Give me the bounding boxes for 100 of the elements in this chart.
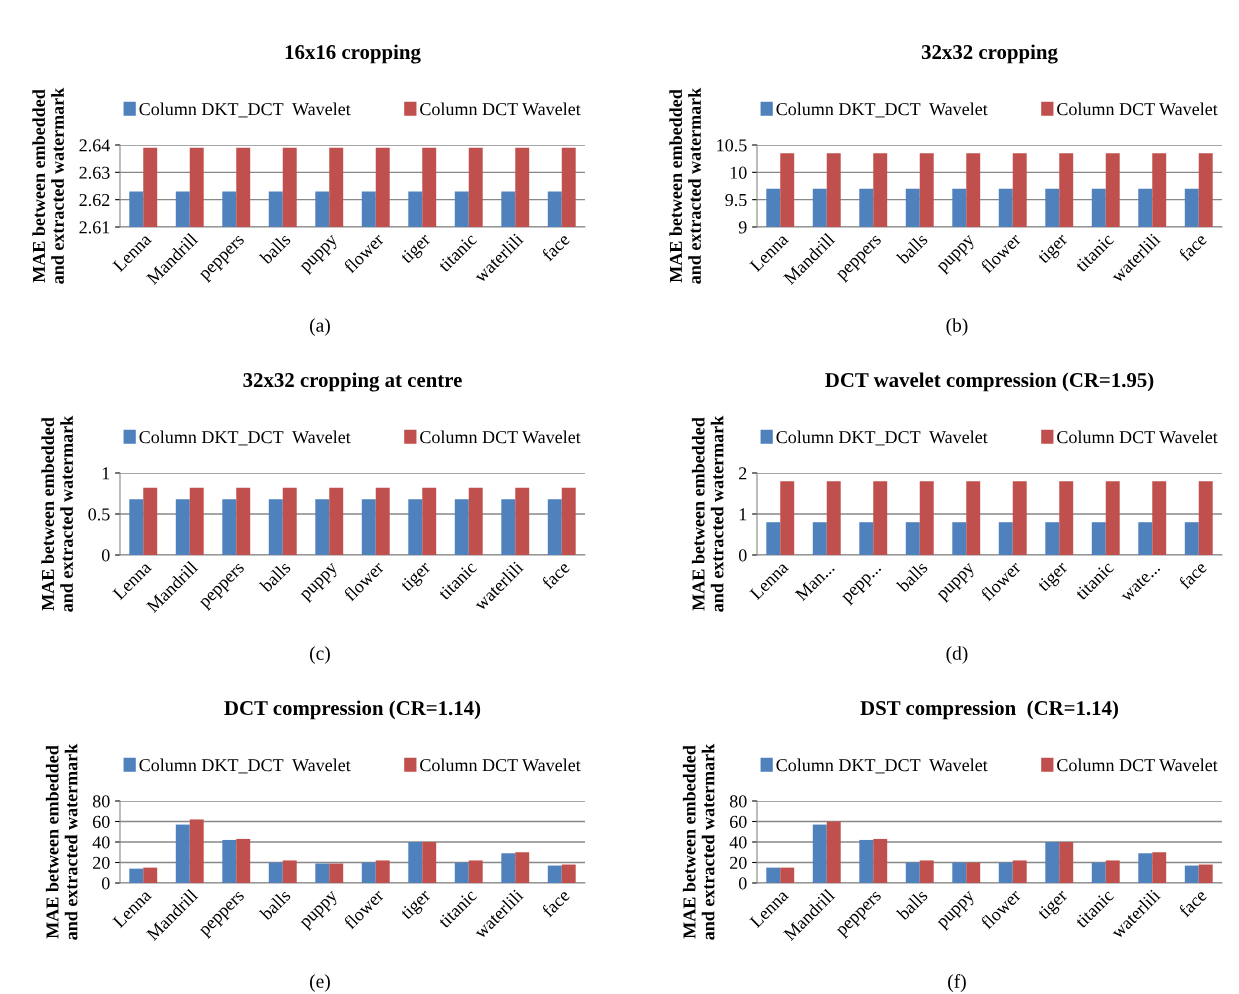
bar bbox=[1198, 864, 1213, 883]
y-tick-label: 2.62 bbox=[79, 193, 110, 207]
x-tick-label: tiger bbox=[1036, 560, 1071, 595]
bar bbox=[1045, 842, 1060, 883]
x-tick-label: balls bbox=[258, 560, 292, 593]
bar bbox=[1105, 860, 1120, 883]
legend-label: Column DCT Wavelet bbox=[420, 758, 581, 772]
y-axis-title: MAE between embedded and extracted watermark bbox=[32, 87, 64, 284]
bar bbox=[952, 862, 967, 883]
y-tick-label: 0 bbox=[738, 877, 747, 890]
y-tick-label: 80 bbox=[729, 795, 747, 808]
y-axis-title: MAE between embedded and extracted watermark bbox=[682, 743, 715, 940]
bar bbox=[766, 867, 781, 883]
legend-label: Column DKT_DCT Wavelet bbox=[139, 430, 351, 446]
x-tick-label: tiger bbox=[1036, 888, 1071, 923]
y-tick-label: 2.63 bbox=[79, 166, 110, 179]
y-tick-label: 2 bbox=[739, 467, 747, 480]
bar bbox=[1012, 860, 1027, 883]
legend-label: Column DCT Wavelet bbox=[420, 430, 581, 444]
bar bbox=[129, 868, 144, 883]
text: (f) bbox=[948, 974, 966, 992]
y-tick-label: 60 bbox=[730, 815, 747, 828]
y-tick-label: 60 bbox=[93, 815, 110, 828]
x-tick-label: balls bbox=[895, 232, 929, 265]
bar bbox=[1184, 865, 1199, 883]
chart-title: 32x32 cropping at centre bbox=[243, 372, 462, 392]
y-tick-label: 2.61 bbox=[79, 221, 110, 234]
bar bbox=[515, 852, 530, 883]
y-tick-label: 9 bbox=[738, 221, 747, 234]
y-tick-label: 2.64 bbox=[79, 139, 110, 152]
chart-title: DCT wavelet compression (CR=1.95) bbox=[825, 372, 1154, 392]
bar bbox=[561, 864, 576, 883]
text: (b) bbox=[946, 318, 968, 336]
y-tick-label: 0 bbox=[738, 549, 747, 562]
bar bbox=[859, 839, 874, 883]
legend-label: Column DCT Wavelet bbox=[1057, 430, 1218, 444]
bar bbox=[468, 860, 483, 883]
text: (d) bbox=[946, 646, 968, 664]
bar bbox=[1138, 853, 1153, 883]
bar bbox=[329, 863, 344, 883]
text: (a) bbox=[310, 318, 330, 336]
legend-label: Column DKT_DCT Wavelet bbox=[776, 102, 988, 118]
bar bbox=[1152, 852, 1167, 883]
bar bbox=[236, 838, 251, 883]
x-tick-label: balls bbox=[895, 888, 929, 921]
y-tick-label: 9.5 bbox=[725, 193, 747, 207]
chart-title: 32x32 cropping bbox=[921, 44, 1058, 64]
legend-label: Column DKT_DCT Wavelet bbox=[139, 758, 351, 774]
y-tick-label: 40 bbox=[92, 836, 110, 849]
bar bbox=[375, 860, 390, 883]
bar bbox=[361, 862, 376, 883]
y-tick-label: 0 bbox=[101, 877, 110, 890]
chart-title: DCT compression (CR=1.14) bbox=[224, 700, 481, 720]
y-tick-label: 10.5 bbox=[717, 139, 747, 152]
y-tick-label: 40 bbox=[729, 836, 747, 849]
x-tick-label: face bbox=[540, 888, 571, 918]
bar bbox=[422, 842, 437, 883]
x-tick-label: tiger bbox=[399, 888, 434, 923]
y-tick-label: 0 bbox=[101, 549, 110, 562]
y-axis-title: MAE between embedded and extracted watermark bbox=[669, 87, 701, 284]
bar bbox=[501, 853, 516, 883]
legend-label: Column DKT_DCT Wavelet bbox=[776, 430, 988, 446]
x-tick-label: tiger bbox=[399, 232, 434, 267]
bar bbox=[143, 867, 158, 883]
chart-title: 16x16 cropping bbox=[285, 44, 421, 64]
y-axis-title: MAE between embedded and extracted watermark bbox=[41, 415, 73, 612]
legend-label: Column DKT_DCT Wavelet bbox=[139, 102, 351, 118]
text: (c) bbox=[310, 646, 330, 664]
y-tick-label: 10 bbox=[730, 166, 747, 179]
bar bbox=[998, 862, 1013, 883]
x-tick-label: face bbox=[1177, 232, 1208, 262]
bar bbox=[873, 838, 888, 883]
x-tick-label: face bbox=[1177, 888, 1208, 918]
x-tick-label: balls bbox=[895, 560, 929, 593]
x-tick-label: balls bbox=[258, 888, 292, 921]
bar bbox=[454, 862, 469, 883]
bar bbox=[812, 824, 827, 883]
bar bbox=[905, 862, 920, 883]
bar bbox=[547, 865, 562, 883]
y-tick-label: 80 bbox=[92, 795, 110, 808]
bar bbox=[189, 819, 204, 883]
y-axis-title: MAE between embedded and extracted watermark bbox=[45, 743, 78, 940]
bar bbox=[1091, 862, 1106, 883]
x-tick-label: tiger bbox=[399, 560, 434, 595]
legend-label: Column DCT Wavelet bbox=[420, 102, 581, 116]
y-tick-label: 0.5 bbox=[88, 508, 110, 521]
bar bbox=[222, 839, 237, 883]
y-tick-label: 20 bbox=[730, 856, 747, 869]
bar bbox=[408, 842, 423, 883]
x-tick-label: balls bbox=[258, 232, 292, 265]
bar bbox=[826, 821, 841, 883]
bar bbox=[175, 824, 190, 883]
bar bbox=[780, 867, 795, 883]
x-tick-label: face bbox=[540, 232, 571, 262]
y-tick-label: 20 bbox=[93, 856, 110, 869]
x-tick-label: face bbox=[1177, 560, 1208, 590]
bar bbox=[315, 863, 330, 883]
legend-label: Column DCT Wavelet bbox=[1057, 102, 1218, 116]
y-tick-label: 1 bbox=[739, 508, 747, 521]
bar bbox=[1059, 842, 1074, 883]
